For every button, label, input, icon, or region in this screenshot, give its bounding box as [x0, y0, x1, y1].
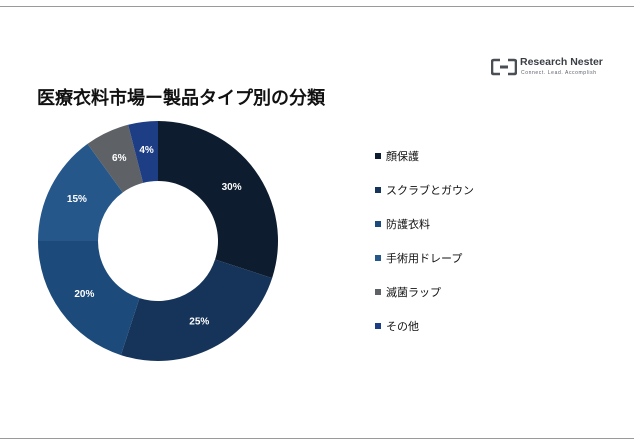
legend-item-5: 滅菌ラップ: [375, 284, 441, 300]
legend-swatch: [375, 153, 381, 159]
donut-slice-3: [38, 241, 140, 356]
logo-name: Research Nester: [520, 56, 603, 68]
legend-label: 顔保護: [386, 150, 419, 163]
legend-swatch: [375, 323, 381, 329]
slice-label-3: 20%: [74, 289, 94, 300]
legend-label: 滅菌ラップ: [386, 286, 441, 299]
legend-label: その他: [386, 320, 419, 333]
legend-label: 防護衣料: [386, 218, 430, 231]
legend-item-6: その他: [375, 318, 419, 334]
slice-label-5: 6%: [112, 153, 127, 164]
chart-title: 医療衣料市場ー製品タイプ別の分類: [37, 88, 325, 109]
slice-label-1: 30%: [222, 182, 242, 193]
legend-item-2: スクラブとガウン: [375, 182, 474, 198]
top-divider: [0, 6, 634, 7]
slice-label-6: 4%: [139, 145, 154, 156]
legend-label: スクラブとガウン: [386, 184, 474, 197]
legend-item-1: 顔保護: [375, 148, 419, 164]
logo-tagline: Connect. Lead. Accomplish: [521, 70, 597, 76]
legend-swatch: [375, 289, 381, 295]
logo-mark-icon: [491, 58, 517, 76]
slice-label-2: 25%: [189, 317, 209, 328]
bottom-divider: [0, 438, 634, 439]
legend-label: 手術用ドレープ: [386, 252, 463, 265]
legend-swatch: [375, 221, 381, 227]
legend-item-3: 防護衣料: [375, 216, 430, 232]
donut-slice-5: [87, 124, 144, 193]
legend-swatch: [375, 255, 381, 261]
legend-item-4: 手術用ドレープ: [375, 250, 462, 266]
slice-label-4: 15%: [67, 194, 87, 205]
donut-slice-4: [38, 143, 123, 241]
donut-slice-1: [158, 121, 278, 279]
research-nester-logo: Research Nester Connect. Lead. Accomplis…: [491, 55, 603, 81]
donut-slice-6: [128, 121, 158, 183]
legend-swatch: [375, 187, 381, 193]
donut-slice-2: [120, 259, 273, 361]
